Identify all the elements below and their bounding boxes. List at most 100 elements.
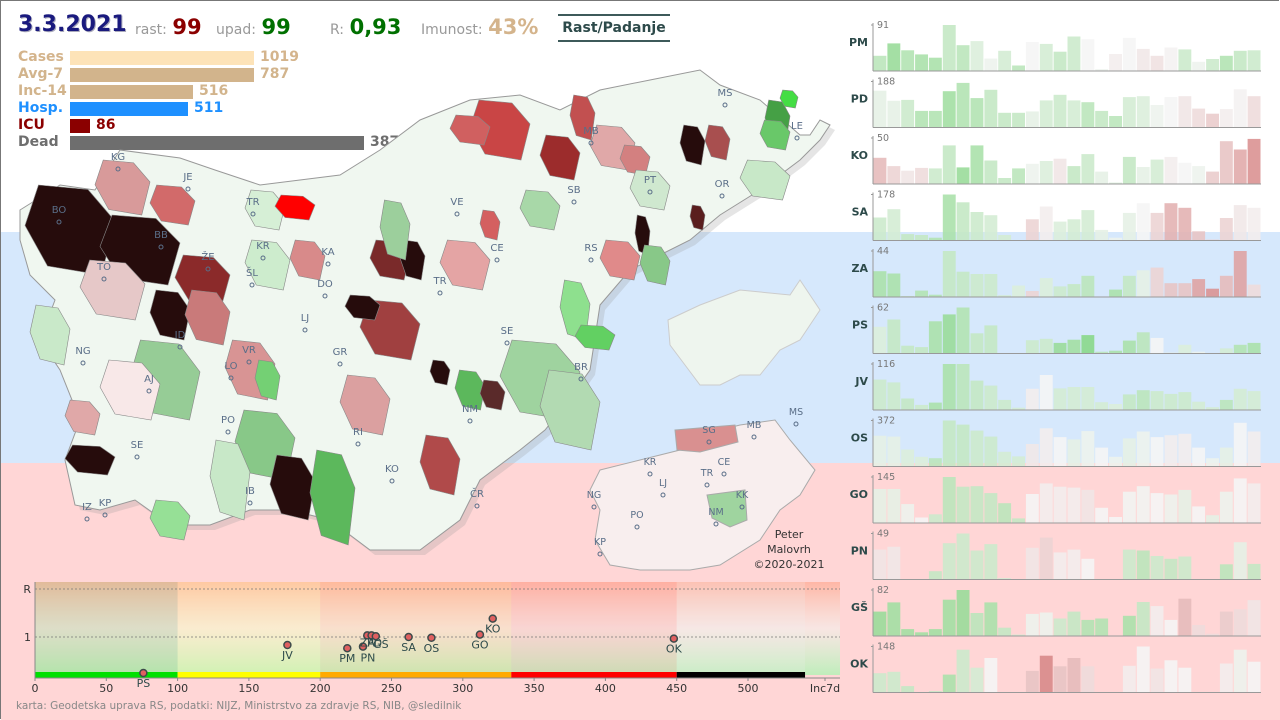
sparkline-bar	[1109, 54, 1122, 71]
municipality-area[interactable]	[419, 434, 461, 496]
chart-point-label: KO	[485, 623, 501, 636]
sparkline-bar	[1067, 549, 1081, 580]
rast-padanje-toggle-button[interactable]: Rast/Padanje	[558, 14, 670, 42]
municipality-area[interactable]	[429, 359, 451, 386]
municipality-area[interactable]	[149, 289, 191, 341]
chart-point-sa[interactable]: SA	[401, 632, 416, 655]
municipality-area[interactable]	[639, 244, 671, 286]
sparkline-bar	[1178, 344, 1192, 354]
municipality-area[interactable]	[79, 259, 146, 321]
sparkline-region-label: SA	[852, 206, 869, 219]
region-area[interactable]	[706, 489, 748, 528]
municipality-area[interactable]	[29, 304, 71, 366]
sparkline-bar	[1025, 547, 1039, 580]
sparkline-bar	[928, 514, 942, 523]
municipality-area[interactable]	[479, 379, 506, 411]
sparkline-bar	[998, 451, 1012, 467]
municipality-area[interactable]	[479, 209, 501, 241]
municipality-area[interactable]	[574, 324, 616, 351]
chart-point-gš[interactable]: GŠ	[371, 631, 389, 652]
municipality-area[interactable]	[99, 359, 161, 421]
sparkline-bar	[1178, 489, 1192, 523]
sparkline-bar	[970, 667, 984, 693]
sparkline-bar	[1039, 537, 1053, 580]
municipality-area[interactable]	[94, 159, 151, 216]
sparkline-go: GO 145	[850, 472, 1261, 524]
sparkline-bar	[1164, 283, 1178, 297]
sparkline-bar	[1081, 666, 1095, 693]
municipality-area[interactable]	[739, 159, 791, 201]
sparkline-bar	[1136, 602, 1150, 636]
municipality-area[interactable]	[254, 359, 281, 401]
municipality-area[interactable]	[689, 204, 706, 231]
municipality-area[interactable]	[539, 369, 601, 451]
municipality-area[interactable]	[449, 114, 491, 146]
sparkline-bar	[1122, 37, 1136, 71]
municipality-area[interactable]	[339, 374, 391, 436]
stat-label: Dead	[18, 134, 59, 150]
date-label: 3.3.2021	[18, 12, 127, 37]
chart-point-os[interactable]: OS	[424, 633, 440, 655]
municipality-area[interactable]	[244, 189, 286, 231]
sparkline-bar	[915, 632, 928, 636]
svg-text:MB: MB	[747, 420, 762, 431]
sparkline-bar	[1067, 100, 1081, 128]
municipality-area[interactable]	[64, 399, 101, 436]
municipality-area[interactable]	[599, 239, 641, 281]
municipality-area[interactable]	[269, 454, 316, 521]
region-area[interactable]	[674, 424, 739, 453]
municipality-area[interactable]	[679, 124, 706, 166]
sparkline-bar	[1136, 48, 1150, 71]
municipality-area[interactable]	[244, 239, 291, 291]
municipality-area[interactable]	[344, 294, 381, 321]
sparkline-bar	[928, 168, 942, 184]
municipality-area[interactable]	[289, 239, 326, 281]
sparkline-bar	[1095, 171, 1109, 184]
chart-point-jv[interactable]: JV	[281, 640, 293, 663]
sparkline-bar	[1081, 102, 1095, 128]
municipality-area[interactable]	[64, 444, 116, 476]
municipality-area[interactable]	[704, 124, 731, 161]
municipality-area[interactable]	[779, 89, 799, 109]
stat-label: Hosp.	[18, 100, 64, 116]
svg-text:PO: PO	[221, 415, 235, 426]
region-sparklines: PM 91 PD 188 KO 50 SA 178 ZA 44 PS 62 JV 116 OS 372 GO 14…	[849, 20, 1261, 693]
municipality-area[interactable]	[274, 194, 316, 221]
chart-point-go[interactable]: GO	[471, 630, 489, 652]
municipality-area[interactable]	[149, 499, 191, 541]
sparkline-bar	[928, 237, 942, 241]
sparkline-bar	[1095, 110, 1109, 128]
municipality-area[interactable]	[439, 239, 491, 291]
municipality-label: BR	[574, 362, 588, 382]
svg-text:ŠL: ŠL	[246, 266, 258, 279]
sparkline-bar	[1109, 350, 1122, 354]
municipality-area[interactable]	[184, 289, 231, 346]
chart-point-ps[interactable]: PS	[137, 668, 151, 691]
municipality-area[interactable]	[209, 439, 251, 521]
municipality-label: PO	[221, 415, 235, 435]
municipality-area[interactable]	[149, 184, 196, 226]
municipality-area[interactable]	[454, 369, 486, 411]
sparkline-bar	[1150, 493, 1164, 523]
sparkline-bar	[956, 649, 970, 693]
sparkline-bar	[928, 402, 942, 410]
municipality-area[interactable]	[309, 449, 356, 546]
sparkline-bar	[887, 273, 901, 297]
municipality-map[interactable]: KG JE BO BB TR KR ŽE ŠL TO KA DO LJ ID NG AJ VR LO GR SE PO…	[0, 40, 840, 580]
sparkline-bar	[915, 110, 928, 128]
municipality-area[interactable]	[519, 189, 561, 231]
chart-point-pn[interactable]: PN	[358, 642, 375, 665]
sparkline-bar	[1219, 611, 1233, 636]
sparkline-bar	[1081, 489, 1095, 523]
municipality-area[interactable]	[569, 94, 596, 141]
municipality-area[interactable]	[379, 199, 411, 261]
municipality-area[interactable]	[759, 119, 791, 151]
chart-point-pm[interactable]: PM	[339, 643, 355, 666]
region-label: NG	[587, 490, 601, 510]
chart-point-ko[interactable]: KO	[485, 614, 501, 636]
municipality-area[interactable]	[539, 134, 581, 181]
stat-row-cases: Cases 1019	[18, 50, 299, 65]
svg-text:KO: KO	[385, 464, 399, 475]
chart-point-ok[interactable]: OK	[666, 634, 683, 656]
municipality-label: TR	[432, 276, 447, 296]
